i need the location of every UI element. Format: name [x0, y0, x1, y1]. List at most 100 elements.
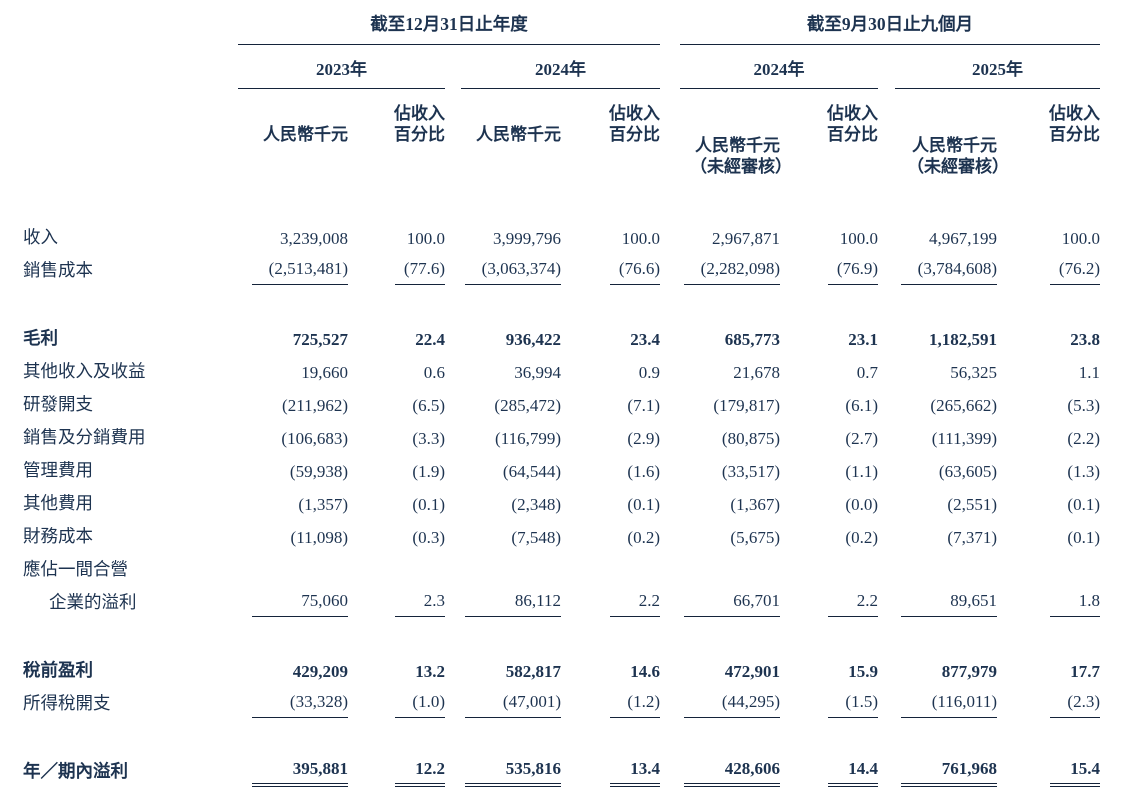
table-row: 管理費用 (59,938) (1.9) (64,544) (1.6) (33,517) (1…: [23, 455, 1100, 488]
cell-value: 1.1: [997, 356, 1100, 389]
spacer-row: [23, 288, 1100, 323]
pct-label-line2: 百分比: [394, 125, 445, 145]
column-gap: [878, 323, 895, 356]
cell-value: 23.8: [997, 323, 1100, 356]
cell-value: (33,328): [238, 688, 348, 721]
value-text: 0.6: [423, 362, 445, 382]
row-label: 收入: [23, 227, 58, 248]
cell-value: (1.0): [348, 688, 445, 721]
value-text: 1,182,591: [929, 329, 997, 349]
col-pct-2024: 佔收入 百分比: [561, 89, 660, 178]
pct-label-line2: 百分比: [1049, 125, 1100, 145]
value-text: 685,773: [724, 329, 780, 349]
value-text: 1.8: [1050, 590, 1100, 617]
cell-value: (7,548): [461, 521, 561, 554]
year-header-2025-nine-months: 2025年: [895, 44, 1100, 90]
value-text: 4,967,199: [929, 228, 997, 248]
column-gap: [660, 44, 680, 88]
value-text: (2,513,481): [252, 258, 348, 285]
row-label: 毛利: [23, 328, 58, 349]
column-gap: [878, 655, 895, 688]
cell-value: 2.3: [348, 587, 445, 620]
row-label: 財務成本: [23, 526, 93, 547]
value-text: 66,701: [684, 590, 780, 617]
value-text: 13.4: [610, 758, 660, 787]
cell-value: (7.1): [561, 389, 660, 422]
cell-value: (1.2): [561, 688, 660, 721]
cell-value: (59,938): [238, 455, 348, 488]
cell-value: 761,968: [895, 756, 997, 789]
cell-value: (211,962): [238, 389, 348, 422]
column-gap: [445, 455, 461, 488]
column-gap: [445, 521, 461, 554]
value-text: (76.6): [610, 258, 660, 285]
cell-value: (0.1): [348, 488, 445, 521]
cell-value: 0.9: [561, 356, 660, 389]
cell-value: 3,999,796: [461, 222, 561, 255]
cell-value: (47,001): [461, 688, 561, 721]
col-rmb-2024-nine-months: 人民幣千元 （未經審核）: [680, 89, 792, 178]
pct-label-line1: 佔收入: [827, 104, 878, 124]
cell-value: 13.2: [348, 655, 445, 688]
cell-value: 0.7: [780, 356, 878, 389]
cell-value: (3,063,374): [461, 255, 561, 288]
value-text: (7,548): [511, 527, 561, 547]
cell-value: (77.6): [348, 255, 445, 288]
value-text: 100.0: [1061, 228, 1100, 248]
value-text: (1.5): [828, 691, 878, 718]
value-text: (285,472): [494, 395, 561, 415]
cell-value: (76.9): [780, 255, 878, 288]
table-row: 財務成本 (11,098) (0.3) (7,548) (0.2) (5,675) (0.2…: [23, 521, 1100, 554]
column-gap: [445, 756, 461, 789]
column-gap: [660, 323, 680, 356]
cell-value: 3,239,008: [238, 222, 348, 255]
column-gap: [445, 688, 461, 721]
value-text: 0.7: [856, 362, 878, 382]
value-text: (1.0): [395, 691, 445, 718]
cell-value: (2.2): [997, 422, 1100, 455]
cell-value: 75,060: [238, 587, 348, 620]
cell-value: (1.9): [348, 455, 445, 488]
column-gap: [878, 688, 895, 721]
cell-value: (7,371): [895, 521, 997, 554]
value-text: 89,651: [901, 590, 997, 617]
value-text: (116,011): [901, 691, 997, 718]
cell-value: 2,967,871: [680, 222, 780, 255]
column-gap: [878, 455, 895, 488]
cell-value: (2.9): [561, 422, 660, 455]
value-text: 75,060: [252, 590, 348, 617]
value-text: (0.1): [627, 494, 660, 514]
value-text: (80,875): [721, 428, 780, 448]
cell-value: 428,606: [680, 756, 780, 789]
cell-value: (0.1): [997, 488, 1100, 521]
group-header-year-ended: 截至12月31日止年度: [238, 10, 660, 45]
column-gap: [660, 89, 680, 178]
spacer-row: [23, 178, 1100, 222]
table-row: 研發開支 (211,962) (6.5) (285,472) (7.1) (179,817…: [23, 389, 1100, 422]
value-text: (64,544): [502, 461, 561, 481]
column-gap: [445, 323, 461, 356]
pct-label-line1: 佔收入: [394, 104, 445, 124]
group-header-row: 截至12月31日止年度 截至9月30日止九個月: [23, 10, 1100, 45]
table-row: 所得稅開支 (33,328) (1.0) (47,001) (1.2) (44,295) (…: [23, 688, 1100, 721]
col-pct-2025-nine-months: 佔收入 百分比: [997, 89, 1100, 178]
column-gap: [660, 10, 680, 44]
cell-value: (265,662): [895, 389, 997, 422]
value-text: (2,282,098): [684, 258, 780, 285]
value-text: (0.1): [412, 494, 445, 514]
value-text: 2.3: [395, 590, 445, 617]
value-text: (11,098): [290, 527, 348, 547]
column-gap: [445, 587, 461, 620]
column-gap: [445, 389, 461, 422]
value-text: (77.6): [395, 258, 445, 285]
cell-value: (76.6): [561, 255, 660, 288]
value-text: (5,675): [730, 527, 780, 547]
rmb-label: 人民幣千元: [695, 136, 780, 156]
column-gap: [445, 44, 461, 88]
col-rmb-2024: 人民幣千元: [476, 125, 561, 145]
cell-value: (0.1): [561, 488, 660, 521]
value-text: (47,001): [465, 691, 561, 718]
cell-value: (0.0): [780, 488, 878, 521]
row-label: 年／期內溢利: [23, 761, 128, 782]
column-gap: [660, 389, 680, 422]
